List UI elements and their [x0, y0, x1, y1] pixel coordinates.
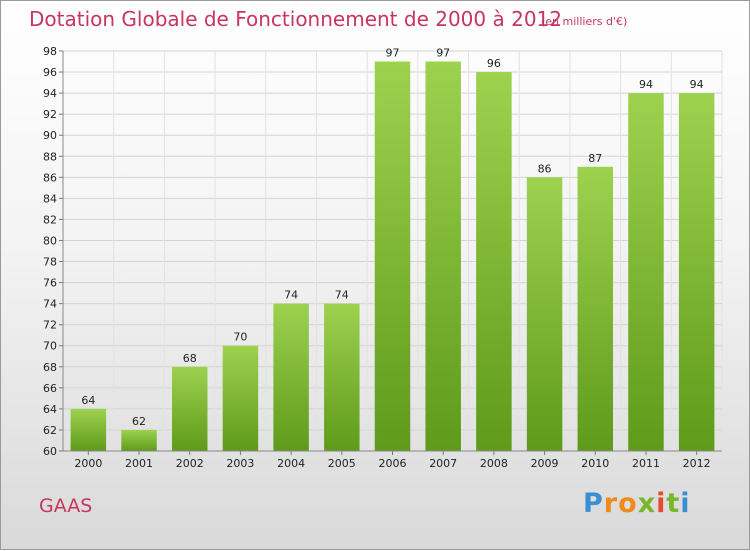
- bar: [374, 61, 411, 452]
- x-tick-label: 2003: [226, 457, 254, 470]
- bar: [476, 72, 512, 451]
- y-tick-label: 86: [43, 171, 57, 184]
- logo-letter: i: [656, 488, 667, 519]
- logo-letter: r: [603, 488, 619, 519]
- y-tick-label: 94: [43, 87, 57, 100]
- y-tick-label: 80: [43, 234, 57, 247]
- data-label: 96: [487, 57, 501, 70]
- logo-letter: P: [583, 488, 604, 519]
- x-tick-label: 2002: [176, 457, 204, 470]
- data-label: 74: [335, 289, 349, 302]
- data-label: 86: [538, 162, 552, 175]
- bar: [526, 177, 563, 451]
- y-tick-label: 78: [43, 256, 57, 269]
- y-tick-label: 72: [43, 319, 57, 332]
- y-tick-label: 92: [43, 108, 57, 121]
- bar: [678, 93, 715, 452]
- data-label: 87: [588, 152, 602, 165]
- y-tick-label: 88: [43, 150, 57, 163]
- y-tick-label: 64: [43, 403, 57, 416]
- data-label: 68: [183, 352, 197, 365]
- axes: 60 62 64 66 68 70 72 74 76 78 80 82 84 86 88 90 92 94 96 98…: [43, 45, 722, 470]
- proxiti-logo: Proxiti: [583, 488, 691, 519]
- y-tick-label: 76: [43, 277, 57, 290]
- bar: [273, 303, 309, 451]
- bar: [628, 93, 664, 452]
- data-label: 94: [639, 78, 653, 91]
- x-tick-label: 2005: [328, 457, 356, 470]
- chart-title: Dotation Globale de Fonctionnement de 20…: [29, 7, 562, 31]
- x-tick-label: 2009: [531, 457, 559, 470]
- data-label: 64: [81, 394, 95, 407]
- data-label: 94: [690, 78, 704, 91]
- x-tick-label: 2011: [632, 457, 660, 470]
- x-tick-label: 2008: [480, 457, 508, 470]
- value-labels: 64 62 68 70 74 74 97 97 96 86 87 94 94: [81, 47, 703, 428]
- bar: [324, 303, 360, 451]
- y-tick-label: 98: [43, 45, 57, 58]
- y-tick-label: 84: [43, 192, 57, 205]
- logo-letter: x: [637, 488, 657, 519]
- bar: [577, 166, 614, 451]
- y-tick-label: 96: [43, 66, 57, 79]
- bars: [70, 61, 715, 452]
- y-tick-label: 68: [43, 361, 57, 374]
- data-label: 97: [386, 47, 400, 60]
- data-label: 70: [233, 331, 247, 344]
- x-tick-label: 2012: [683, 457, 711, 470]
- logo-letter: i: [680, 488, 691, 519]
- y-tick-label: 90: [43, 129, 57, 142]
- commune-name: GAAS: [39, 495, 93, 517]
- logo-letter: t: [666, 488, 681, 519]
- y-tick-label: 66: [43, 382, 57, 395]
- data-label: 62: [132, 415, 146, 428]
- bar: [222, 345, 259, 451]
- bar: [171, 366, 208, 451]
- y-tick-label: 60: [43, 445, 57, 458]
- chart-unit: (en milliers d'€): [541, 15, 628, 28]
- data-label: 97: [436, 47, 450, 60]
- y-tick-label: 62: [43, 424, 57, 437]
- bar: [425, 61, 461, 452]
- x-tick-label: 2006: [379, 457, 407, 470]
- y-tick-label: 74: [43, 298, 57, 311]
- data-label: 74: [284, 289, 298, 302]
- x-tick-label: 2010: [581, 457, 609, 470]
- x-tick-label: 2001: [125, 457, 153, 470]
- bar: [121, 429, 157, 451]
- x-tick-label: 2007: [429, 457, 457, 470]
- bar: [70, 408, 107, 451]
- y-tick-label: 82: [43, 213, 57, 226]
- x-tick-label: 2004: [277, 457, 305, 470]
- x-tick-label: 2000: [74, 457, 102, 470]
- logo-letter: o: [618, 488, 638, 519]
- y-tick-label: 70: [43, 340, 57, 353]
